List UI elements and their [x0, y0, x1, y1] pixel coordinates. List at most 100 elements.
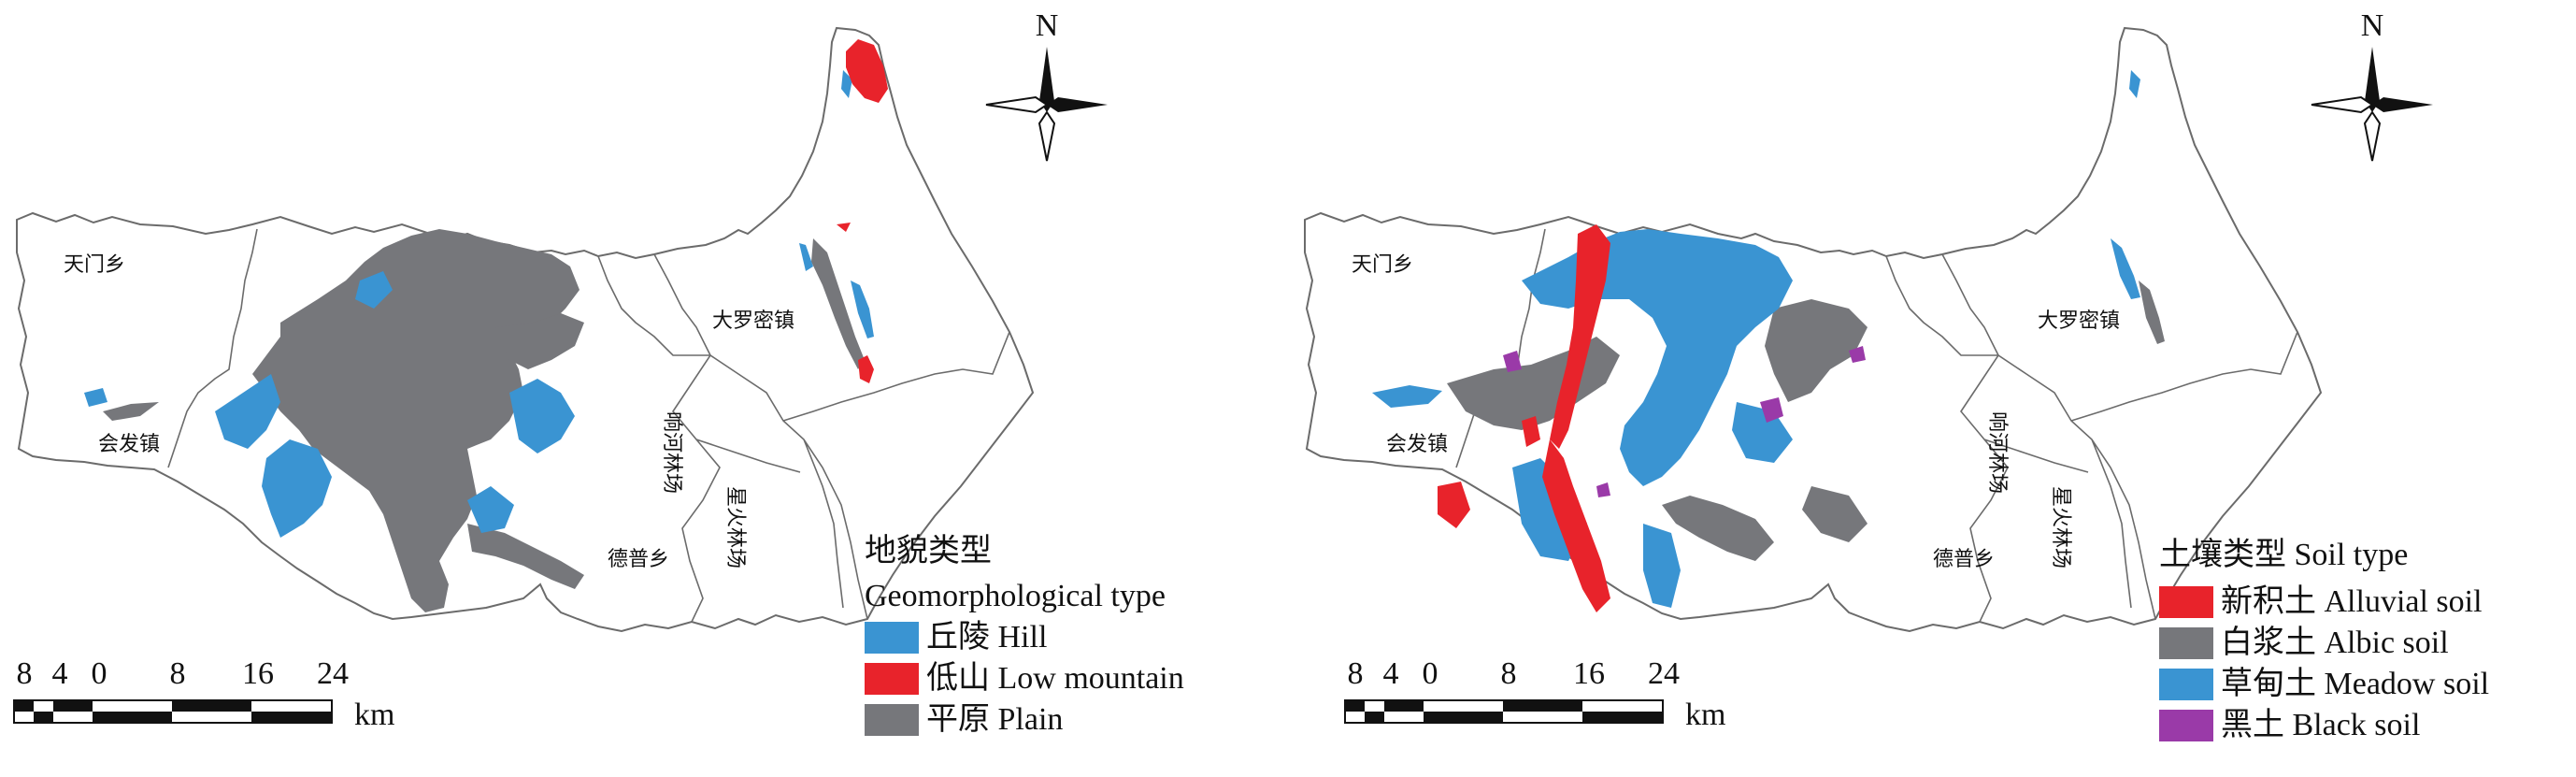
plain-area-west — [103, 402, 159, 421]
meadow-area-north — [2129, 70, 2140, 98]
north-arrow: N — [985, 8, 1108, 162]
town-label-xinghuo: 星火林场 — [723, 486, 747, 568]
legend-item-alluvial: 新积土 Alluvial soil — [2159, 586, 2489, 618]
legend-title: 地貌类型 — [865, 534, 992, 568]
legend-item-plain: 平原 Plain — [865, 704, 1184, 736]
hill-area-northeast — [799, 243, 813, 271]
township-boundary — [1455, 228, 2298, 623]
plain-area-east — [495, 313, 584, 369]
scale-tick: 16 — [1573, 656, 1605, 691]
legend-item-albic: 白浆土 Albic soil — [2159, 627, 2489, 659]
black-soil-area-2 — [1503, 351, 1522, 372]
meadow-area-south — [1643, 524, 1681, 608]
town-label-xianghe: 响河林场 — [1985, 411, 2009, 494]
alluvial-area-west — [1438, 482, 1470, 528]
albic-area-south — [1662, 496, 1774, 561]
legend-item-meadow: 草甸土 Meadow soil — [2159, 669, 2489, 700]
north-label: N — [1036, 8, 1059, 43]
scale-tick: 24 — [1648, 656, 1680, 691]
hill-area-southwest — [262, 439, 332, 538]
scale-bar-graphic — [13, 699, 333, 724]
town-label-xianghe: 响河林场 — [660, 411, 683, 494]
black-soil-area-1 — [1760, 397, 1783, 423]
legend-item-low-mountain: 低山 Low mountain — [865, 663, 1184, 695]
geomorphology-map-panel: N 天门乡 会发镇 大罗密镇 德普乡 响河林场 星火林场 地貌类型 Geomor… — [13, 8, 1184, 736]
legend-swatch-alluvial — [2159, 586, 2213, 618]
township-boundary — [167, 228, 1010, 623]
albic-area-strip — [2139, 281, 2165, 344]
town-label-daluomi: 大罗密镇 — [2038, 309, 2120, 333]
legend-subtitle: Geomorphological type — [865, 579, 1166, 613]
scale-tick: 0 — [91, 656, 107, 691]
scale-tick: 8 — [1500, 656, 1517, 691]
low-mountain-north — [846, 39, 888, 103]
north-arrow: N — [2311, 8, 2433, 162]
alluvial-soil-areas — [1438, 224, 1610, 612]
hill-area-west — [215, 374, 280, 449]
geomorphology-legend: 地貌类型 Geomorphological type 丘陵 Hill 低山 Lo… — [865, 536, 1184, 736]
scale-tick: 8 — [16, 656, 33, 691]
soil-legend: 土壤类型 Soil type 新积土 Alluvial soil 白浆土 Alb… — [2159, 540, 2489, 741]
hill-area-east — [509, 379, 575, 453]
legend-label-low-mountain: 低山 Low mountain — [926, 661, 1184, 696]
hill-area-south-east — [467, 486, 514, 533]
scale-tick: 8 — [1347, 656, 1364, 691]
alluvial-area-trunk — [1542, 439, 1610, 612]
albic-area-lower — [1802, 486, 1868, 542]
black-soil-area-3 — [1849, 346, 1866, 363]
scale-unit: km — [354, 698, 395, 732]
scale-ticks: 8 4 0 8 16 24 — [13, 656, 424, 691]
legend-label-meadow: 草甸土 Meadow soil — [2221, 667, 2490, 701]
geomorphology-map: N 天门乡 会发镇 大罗密镇 德普乡 响河林场 星火林场 — [16, 8, 1108, 633]
plain-area-south — [467, 524, 584, 589]
legend-swatch-black — [2159, 710, 2213, 741]
scale-tick: 16 — [242, 656, 274, 691]
legend-swatch-low-mountain — [865, 663, 919, 695]
town-label-depu: 德普乡 — [608, 548, 669, 571]
legend-swatch-meadow — [2159, 669, 2213, 700]
scale-tick: 4 — [51, 656, 68, 691]
plain-area-main — [252, 229, 580, 612]
hill-area-plain-edge — [355, 271, 393, 309]
alluvial-area-main — [1550, 224, 1610, 449]
legend-label-hill: 丘陵 Hill — [926, 620, 1048, 655]
legend-swatch-plain — [865, 704, 919, 736]
town-label-tianmen: 天门乡 — [64, 253, 125, 277]
legend-swatch-hill — [865, 622, 919, 654]
hill-area-strip — [851, 281, 874, 338]
meadow-area-west — [1372, 385, 1442, 408]
alluvial-area-mid — [1522, 416, 1540, 447]
north-label: N — [2361, 8, 2384, 43]
scale-bar-graphic — [1344, 699, 1664, 724]
scale-tick: 24 — [317, 656, 349, 691]
town-label-huifa: 会发镇 — [98, 433, 160, 456]
legend-label-albic: 白浆土 Albic soil — [2221, 626, 2449, 660]
low-mountain-areas — [837, 39, 888, 383]
legend-label-plain: 平原 Plain — [926, 702, 1064, 737]
town-label-daluomi: 大罗密镇 — [712, 309, 794, 333]
low-mountain-strip — [858, 355, 874, 383]
black-soil-area-4 — [1596, 482, 1610, 497]
town-label-depu: 德普乡 — [1933, 548, 1995, 571]
scale-bar: 8 4 0 8 16 24 km — [1344, 656, 1755, 741]
hill-area-small — [84, 388, 107, 407]
legend-swatch-albic — [2159, 627, 2213, 659]
legend-label-black: 黑土 Black soil — [2221, 708, 2421, 742]
soil-map-panel: N 天门乡 会发镇 大罗密镇 德普乡 响河林场 星火林场 土壤类型 Soil t… — [1288, 0, 2576, 777]
black-soil-areas — [1503, 346, 1866, 497]
meadow-area-strip — [2111, 238, 2140, 299]
low-mountain-small — [837, 223, 851, 232]
hill-areas — [84, 70, 874, 538]
plain-area-strip — [811, 238, 865, 369]
legend-title: 土壤类型 Soil type — [2159, 538, 2409, 572]
legend-item-black: 黑土 Black soil — [2159, 710, 2489, 741]
town-label-tianmen: 天门乡 — [1352, 253, 1413, 277]
hill-area-north — [841, 70, 852, 98]
town-label-xinghuo: 星火林场 — [2049, 486, 2072, 568]
scale-tick: 4 — [1382, 656, 1399, 691]
scale-ticks: 8 4 0 8 16 24 — [1344, 656, 1755, 691]
scale-unit: km — [1685, 698, 1726, 732]
soil-map: N 天门乡 会发镇 大罗密镇 德普乡 响河林场 星火林场 — [1304, 8, 2433, 633]
legend-item-hill: 丘陵 Hill — [865, 622, 1184, 654]
plain-areas — [103, 229, 865, 612]
